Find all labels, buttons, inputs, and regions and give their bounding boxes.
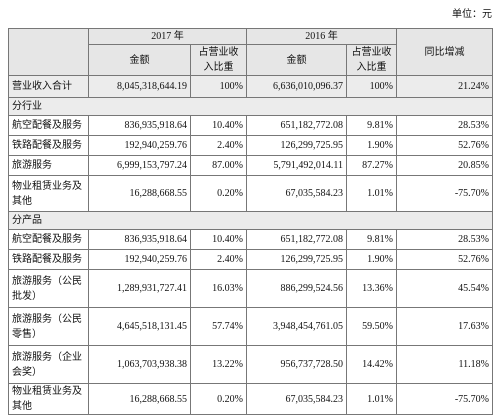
data-row: 旅游服务（公民零售） 4,645,518,131.45 57.74% 3,948,45…: [8, 307, 493, 346]
section-row: 分行业: [8, 97, 493, 116]
cell: 886,299,524.56: [246, 269, 347, 308]
cell: 17.63%: [396, 307, 493, 346]
cell: 52.76%: [396, 135, 493, 156]
revenue-table: 2017 年 2016 年 同比增减 金额 占营业收入比重 金额 占营业收入比重…: [8, 28, 493, 415]
cell: 8,045,318,644.19: [88, 75, 191, 98]
cell: 59.50%: [346, 307, 397, 346]
header-cell: 占营业收入比重: [346, 44, 397, 76]
cell: 6,636,010,096.37: [246, 75, 347, 98]
header-cell: 金额: [88, 44, 191, 76]
data-row: 旅游服务（公民批发） 1,289,931,727.41 16.03% 886,299,…: [8, 269, 493, 308]
page: {"unit": "单位：元", "header": {"year_a": "2…: [8, 9, 493, 415]
header-cell: 2017 年: [88, 28, 247, 45]
cell: 21.24%: [396, 75, 493, 98]
row-label: 分产品: [8, 211, 493, 230]
row-label: 旅游服务（公民批发）: [8, 269, 89, 308]
cell: 0.20%: [190, 175, 247, 212]
row-label: 营业收入合计: [8, 75, 89, 98]
cell: 16,288,668.55: [88, 175, 191, 212]
row-label: 旅游服务（企业会奖）: [8, 345, 89, 384]
cell: 13.22%: [190, 345, 247, 384]
cell: 4,645,518,131.45: [88, 307, 191, 346]
cell: 126,299,725.95: [246, 249, 347, 270]
data-row: 物业租赁业务及其他 16,288,668.55 0.20% 67,035,584.23…: [8, 383, 493, 415]
cell: 9.81%: [346, 115, 397, 136]
header-cell: 占营业收入比重: [190, 44, 247, 76]
header-row: 2017 年 2016 年 同比增减: [8, 28, 493, 76]
data-row: 物业租赁业务及其他 16,288,668.55 0.20% 67,035,584.23…: [8, 175, 493, 212]
cell: 100%: [346, 75, 397, 98]
cell: 651,182,772.08: [246, 115, 347, 136]
cell: 67,035,584.23: [246, 383, 347, 415]
header-row: 金额 占营业收入比重 金额 占营业收入比重: [9, 44, 493, 76]
cell: 3,948,454,761.05: [246, 307, 347, 346]
data-row: 旅游服务（企业会奖） 1,063,703,938.38 13.22% 956,737,…: [8, 345, 493, 384]
header-cell: [8, 28, 89, 76]
header-cell: 金额: [246, 44, 347, 76]
unit-label: 单位：元: [452, 9, 492, 20]
row-label: 旅游服务: [8, 155, 89, 176]
cell: 11.18%: [396, 345, 493, 384]
section-row: 分产品: [8, 211, 493, 230]
cell: 16,288,668.55: [88, 383, 191, 415]
cell: 14.42%: [346, 345, 397, 384]
cell: 52.76%: [396, 249, 493, 270]
cell: 192,940,259.76: [88, 249, 191, 270]
cell: 1.01%: [346, 175, 397, 212]
cell: 10.40%: [190, 115, 247, 136]
header-cell: 2016 年: [246, 28, 397, 45]
cell: 1.01%: [346, 383, 397, 415]
cell: 836,935,918.64: [88, 229, 191, 250]
cell: -75.70%: [396, 175, 493, 212]
cell: 1,289,931,727.41: [88, 269, 191, 308]
cell: 45.54%: [396, 269, 493, 308]
row-label: 物业租赁业务及其他: [8, 383, 89, 415]
cell: 0.20%: [190, 383, 247, 415]
row-label: 物业租赁业务及其他: [8, 175, 89, 212]
cell: 13.36%: [346, 269, 397, 308]
cell: 57.74%: [190, 307, 247, 346]
row-label: 航空配餐及服务: [8, 115, 89, 136]
data-row: 营业收入合计 8,045,318,644.19 100% 6,636,010,096.…: [8, 75, 493, 98]
cell: 100%: [190, 75, 247, 98]
header-cell: 同比增减: [396, 28, 493, 76]
data-row: 铁路配餐及服务 192,940,259.76 2.40% 126,299,725.95…: [8, 135, 493, 156]
cell: 6,999,153,797.24: [88, 155, 191, 176]
cell: 16.03%: [190, 269, 247, 308]
cell: 956,737,728.50: [246, 345, 347, 384]
cell: 9.81%: [346, 229, 397, 250]
data-row: 铁路配餐及服务 192,940,259.76 2.40% 126,299,725.95…: [8, 249, 493, 270]
cell: 2.40%: [190, 249, 247, 270]
cell: 5,791,492,014.11: [246, 155, 347, 176]
data-row: 旅游服务 6,999,153,797.24 87.00% 5,791,492,014.…: [8, 155, 493, 176]
cell: 1.90%: [346, 135, 397, 156]
cell: 28.53%: [396, 229, 493, 250]
cell: 87.27%: [346, 155, 397, 176]
row-label: 铁路配餐及服务: [8, 249, 89, 270]
row-label: 航空配餐及服务: [8, 229, 89, 250]
row-label: 铁路配餐及服务: [8, 135, 89, 156]
row-label: 旅游服务（公民零售）: [8, 307, 89, 346]
cell: 28.53%: [396, 115, 493, 136]
cell: 10.40%: [190, 229, 247, 250]
data-row: 航空配餐及服务 836,935,918.64 10.40% 651,182,772.0…: [8, 229, 493, 250]
cell: 67,035,584.23: [246, 175, 347, 212]
cell: 1.90%: [346, 249, 397, 270]
row-label: 分行业: [8, 97, 493, 116]
cell: 20.85%: [396, 155, 493, 176]
cell: 1,063,703,938.38: [88, 345, 191, 384]
cell: -75.70%: [396, 383, 493, 415]
cell: 836,935,918.64: [88, 115, 191, 136]
data-row: 航空配餐及服务 836,935,918.64 10.40% 651,182,772.0…: [8, 115, 493, 136]
cell: 651,182,772.08: [246, 229, 347, 250]
cell: 2.40%: [190, 135, 247, 156]
cell: 126,299,725.95: [246, 135, 347, 156]
cell: 192,940,259.76: [88, 135, 191, 156]
cell: 87.00%: [190, 155, 247, 176]
